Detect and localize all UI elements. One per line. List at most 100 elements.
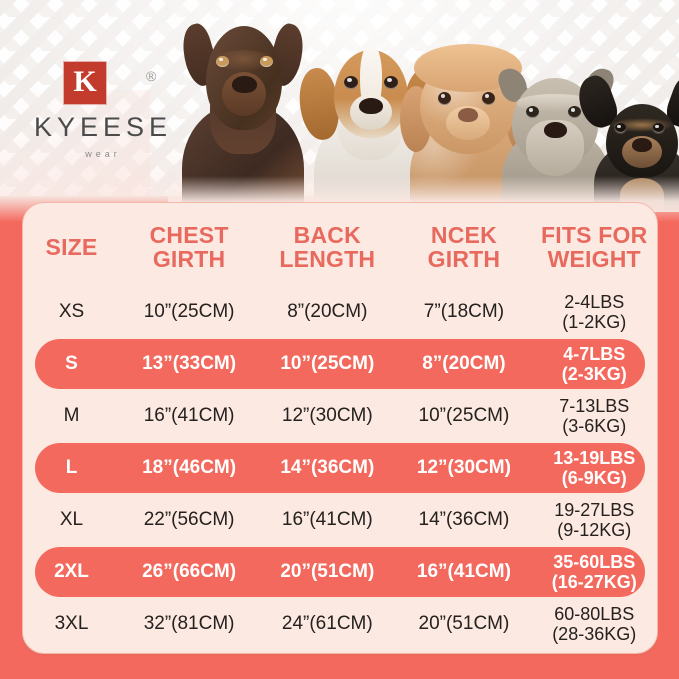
size-chart-body: XS 10”(25CM) 8”(20CM) 7”(18CM) 2-4LBS (1… [23, 286, 657, 650]
cell-neck-girth: 20”(51CM) [418, 612, 510, 634]
cell-back-length: 10”(25CM) [258, 338, 397, 390]
cell-neck-girth: 7”(18CM) [423, 300, 505, 322]
header-line-1: CHEST [149, 222, 229, 248]
cell-neck-girth: 10”(25CM) [418, 404, 510, 426]
cell-size: L [23, 442, 120, 494]
cell-size: 3XL [54, 612, 89, 634]
table-row: 2XL 26”(66CM) 20”(51CM) 16”(41CM) 35-60L… [23, 546, 657, 598]
header-line-2: LENGTH [279, 246, 376, 273]
column-header-size: SIZE [23, 203, 120, 286]
cell-neck-girth: 8”(20CM) [396, 338, 532, 390]
header-line-1: BACK [293, 222, 361, 248]
cell-size: XL [59, 508, 84, 530]
dog-eye-right [568, 106, 581, 118]
cell-fits-for-weight: 4-7LBS (2-3KG) [531, 338, 657, 390]
dog-eye-right [482, 92, 495, 105]
table-row: XL 22”(56CM) 16”(41CM) 14”(36CM) 19-27LB… [23, 494, 657, 546]
table-row: 3XL 32”(81CM) 24”(61CM) 20”(51CM) 60-80L… [23, 598, 657, 650]
registered-trademark-icon: ® [146, 68, 157, 84]
logo-k-square-icon: K [64, 62, 106, 104]
brand-logo: K ® KYEESE wear [16, 62, 186, 162]
header-line-2: GIRTH [427, 246, 501, 273]
table-row: S 13”(33CM) 10”(25CM) 8”(20CM) 4-7LBS (2… [23, 338, 657, 390]
cell-chest-girth: 16”(41CM) [143, 404, 235, 426]
weight-kg: (3-6KG) [562, 415, 627, 436]
header-line-1: SIZE [45, 234, 98, 261]
cell-size: M [63, 404, 80, 426]
cell-size: XS [58, 300, 85, 322]
column-header-fits-for-weight: FITS FOR WEIGHT [531, 203, 657, 286]
cell-chest-girth: 26”(66CM) [120, 546, 259, 598]
cell-fits-for-weight: 13-19LBS (6-9KG) [531, 442, 657, 494]
weight-lbs: 4-7LBS [563, 343, 626, 364]
dog-eye-left [438, 92, 451, 105]
cell-fits-for-weight: 19-27LBS (9-12KG) [531, 494, 657, 546]
dog-nose [632, 138, 652, 152]
logo-k-letter: K [73, 65, 97, 98]
size-chart-header: SIZE CHEST GIRTH BACK LENGTH NCEK GIRTH [23, 203, 657, 286]
column-header-chest-girth: CHEST GIRTH [120, 203, 258, 286]
weight-lbs: 35-60LBS [553, 551, 636, 572]
logo-mark-row: K ® [16, 62, 186, 108]
weight-lbs: 60-80LBS [554, 603, 635, 624]
dog-nose [232, 76, 257, 93]
size-chart-table: SIZE CHEST GIRTH BACK LENGTH NCEK GIRTH [23, 203, 657, 650]
cell-back-length: 14”(36CM) [258, 442, 397, 494]
cell-fits-for-weight: 7-13LBS (3-6KG) [531, 390, 657, 442]
weight-kg: (6-9KG) [561, 467, 627, 488]
cell-back-length: 8”(20CM) [287, 300, 368, 322]
cell-chest-girth: 13”(33CM) [120, 338, 259, 390]
dog-nose [544, 122, 567, 138]
cell-fits-for-weight: 60-80LBS (28-36KG) [531, 598, 657, 650]
dog-eye-left [526, 106, 539, 118]
cell-fits-for-weight: 35-60LBS (16-27KG) [531, 546, 657, 598]
cell-neck-girth: 12”(30CM) [396, 442, 532, 494]
table-row: L 18”(46CM) 14”(36CM) 12”(30CM) 13-19LBS… [23, 442, 657, 494]
dog-nose [458, 108, 478, 122]
weight-lbs: 19-27LBS [554, 499, 635, 520]
cell-back-length: 20”(51CM) [258, 546, 397, 598]
header-line-1: FITS FOR [541, 222, 648, 248]
header-line-2: GIRTH [152, 246, 226, 273]
dog-doberman [168, 6, 318, 212]
cell-back-length: 16”(41CM) [281, 508, 373, 530]
dog-eye-right [652, 122, 665, 134]
dog-eye-right [384, 76, 398, 89]
cell-back-length: 12”(30CM) [281, 404, 373, 426]
column-header-back-length: BACK LENGTH [258, 203, 396, 286]
weight-kg: (2-3KG) [561, 363, 627, 384]
weight-kg: (9-12KG) [557, 519, 632, 540]
header-line-1: NCEK [430, 222, 497, 248]
cell-neck-girth: 14”(36CM) [418, 508, 510, 530]
dog-eye-right [260, 56, 273, 67]
cell-chest-girth: 22”(56CM) [143, 508, 235, 530]
dog-brow [214, 50, 274, 72]
cell-size: S [23, 338, 120, 390]
header-row: SIZE CHEST GIRTH BACK LENGTH NCEK GIRTH [23, 203, 657, 286]
header-line-2: WEIGHT [547, 246, 641, 273]
weight-lbs: 2-4LBS [564, 291, 625, 312]
cell-chest-girth: 18”(46CM) [120, 442, 259, 494]
cell-chest-girth: 32”(81CM) [143, 612, 235, 634]
weight-kg: (16-27KG) [551, 571, 637, 592]
cell-neck-girth: 16”(41CM) [396, 546, 532, 598]
cell-size: 2XL [23, 546, 120, 598]
weight-kg: (1-2KG) [562, 311, 627, 332]
column-header-neck-girth: NCEK GIRTH [396, 203, 531, 286]
cell-back-length: 24”(61CM) [281, 612, 373, 634]
cell-chest-girth: 10”(25CM) [143, 300, 235, 322]
cell-fits-for-weight: 2-4LBS (1-2KG) [531, 286, 657, 338]
weight-kg: (28-36KG) [552, 623, 637, 644]
weight-lbs: 13-19LBS [553, 447, 636, 468]
dog-eye-left [216, 56, 229, 67]
table-row: XS 10”(25CM) 8”(20CM) 7”(18CM) 2-4LBS (1… [23, 286, 657, 338]
brand-name: KYEESE [33, 112, 173, 142]
table-row: M 16”(41CM) 12”(30CM) 10”(25CM) 7-13LBS … [23, 390, 657, 442]
dog-eye-left [614, 122, 627, 134]
weight-lbs: 7-13LBS [559, 395, 630, 416]
dog-nose [359, 98, 383, 114]
size-chart-card: SIZE CHEST GIRTH BACK LENGTH NCEK GIRTH [22, 202, 658, 654]
dog-eye-left [344, 76, 358, 89]
brand-tagline: wear [85, 149, 121, 159]
